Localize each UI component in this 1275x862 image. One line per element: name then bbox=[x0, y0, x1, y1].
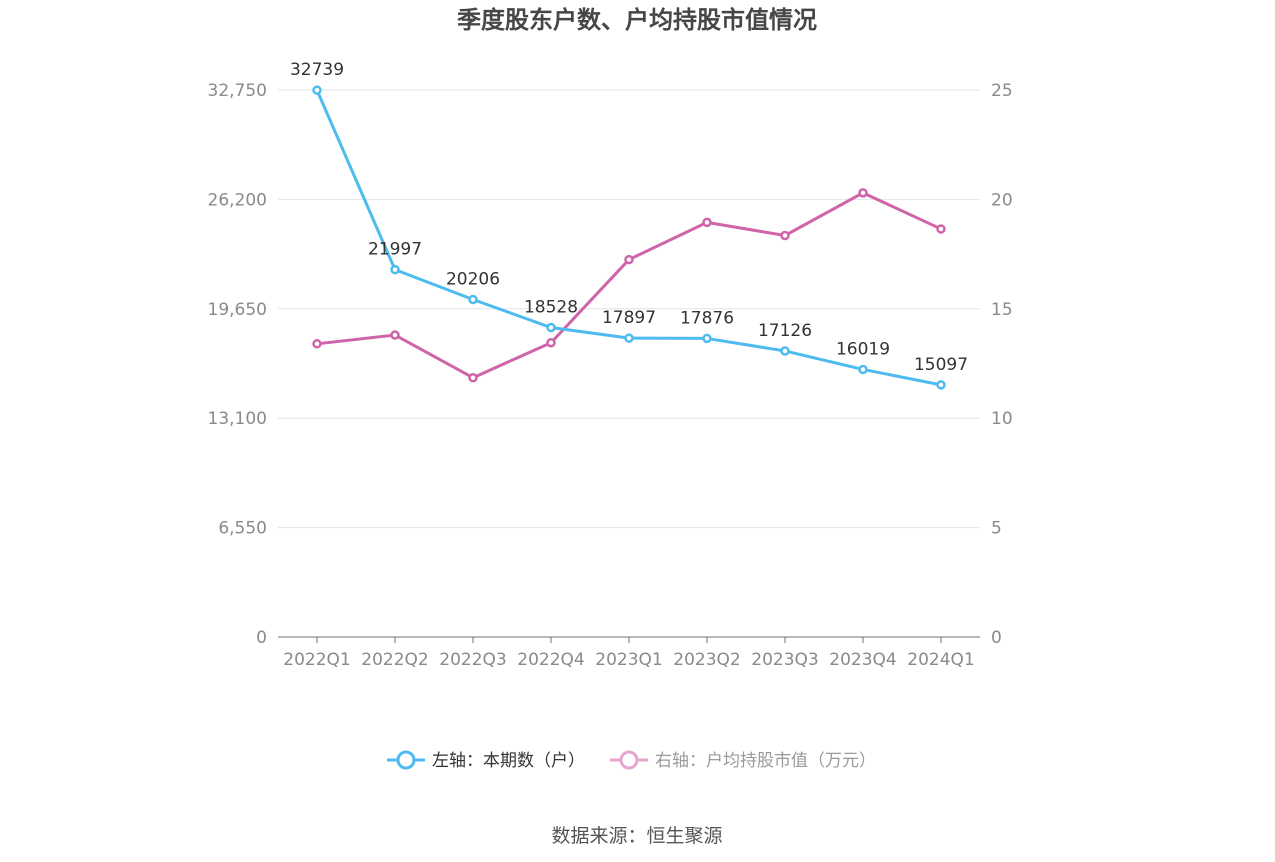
legend-item-left-series[interactable]: 左轴：本期数（户） bbox=[387, 750, 585, 771]
legend-left-marker-icon bbox=[396, 750, 416, 770]
x-tick-label: 2022Q3 bbox=[439, 650, 506, 670]
y-right-tick-label: 5 bbox=[991, 519, 1002, 539]
x-axis-ticks: 2022Q1 2022Q2 2022Q3 2022Q4 2023Q1 2023Q2 2023… bbox=[283, 637, 975, 670]
y-left-tick-label: 0 bbox=[256, 628, 267, 648]
y-right-tick-label: 20 bbox=[991, 190, 1013, 210]
data-point-right[interactable] bbox=[624, 254, 634, 265]
y-left-tick-label: 32,750 bbox=[208, 81, 267, 101]
x-tick-label: 2022Q1 bbox=[283, 650, 350, 670]
series-group: 32739 21997 20206 18528 17897 17876 17126 16019… bbox=[290, 60, 968, 390]
x-tick-label: 2023Q2 bbox=[673, 650, 740, 670]
data-point-left[interactable] bbox=[858, 364, 868, 375]
y-right-tick-label: 10 bbox=[991, 409, 1013, 429]
y-right-tick-label: 0 bbox=[991, 628, 1002, 648]
data-label: 18528 bbox=[524, 298, 578, 318]
source-note: 数据来源：恒生聚源 bbox=[551, 825, 722, 847]
data-point-right[interactable] bbox=[390, 330, 400, 340]
data-point-left[interactable] bbox=[546, 322, 556, 333]
chart-title: 季度股东户数、户均持股市值情况 bbox=[457, 6, 817, 34]
y-left-tick-label: 6,550 bbox=[218, 519, 267, 539]
x-tick-label: 2023Q1 bbox=[595, 650, 662, 670]
gridlines bbox=[278, 89, 980, 529]
data-point-right[interactable] bbox=[858, 188, 868, 198]
data-point-left[interactable] bbox=[702, 333, 712, 344]
x-tick-label: 2023Q3 bbox=[751, 650, 818, 670]
data-label: 17897 bbox=[602, 308, 656, 328]
data-point-left[interactable] bbox=[312, 85, 322, 95]
y-axis-left-ticks: 0 6,550 13,100 19,650 26,200 32,750 bbox=[208, 81, 267, 648]
y-axis-right-ticks: 0 5 10 15 20 25 bbox=[991, 81, 1013, 648]
legend[interactable]: 左轴：本期数（户） 右轴：户均持股市值（万元） bbox=[387, 750, 876, 771]
data-point-left[interactable] bbox=[468, 294, 478, 305]
y-left-tick-label: 19,650 bbox=[208, 300, 267, 320]
data-point-right[interactable] bbox=[468, 372, 478, 383]
x-tick-label: 2024Q1 bbox=[907, 650, 974, 670]
legend-item-right-series[interactable]: 右轴：户均持股市值（万元） bbox=[610, 750, 876, 771]
data-point-left[interactable] bbox=[390, 264, 400, 275]
x-tick-label: 2022Q2 bbox=[361, 650, 428, 670]
data-point-left[interactable] bbox=[936, 380, 946, 390]
legend-right-marker-icon bbox=[619, 750, 639, 770]
data-point-left[interactable] bbox=[780, 346, 790, 356]
legend-left-label: 左轴：本期数（户） bbox=[432, 751, 585, 771]
data-label: 16019 bbox=[836, 339, 890, 359]
data-point-right[interactable] bbox=[936, 224, 946, 234]
data-label: 32739 bbox=[290, 60, 344, 80]
y-right-tick-label: 25 bbox=[991, 81, 1013, 101]
data-point-right[interactable] bbox=[702, 217, 712, 228]
data-point-right[interactable] bbox=[780, 230, 790, 241]
data-point-right[interactable] bbox=[546, 337, 556, 348]
data-label: 21997 bbox=[368, 240, 422, 260]
y-left-tick-label: 26,200 bbox=[208, 190, 267, 210]
data-label: 20206 bbox=[446, 270, 500, 290]
x-tick-label: 2023Q4 bbox=[829, 650, 896, 670]
y-left-tick-label: 13,100 bbox=[208, 409, 267, 429]
data-label: 17126 bbox=[758, 321, 812, 341]
data-point-left[interactable] bbox=[624, 333, 634, 343]
y-right-tick-label: 15 bbox=[991, 300, 1013, 320]
legend-right-label: 右轴：户均持股市值（万元） bbox=[655, 751, 876, 771]
data-label: 17876 bbox=[680, 308, 734, 328]
data-label: 15097 bbox=[914, 355, 968, 375]
x-tick-label: 2022Q4 bbox=[517, 650, 584, 670]
data-point-right[interactable] bbox=[312, 339, 322, 349]
